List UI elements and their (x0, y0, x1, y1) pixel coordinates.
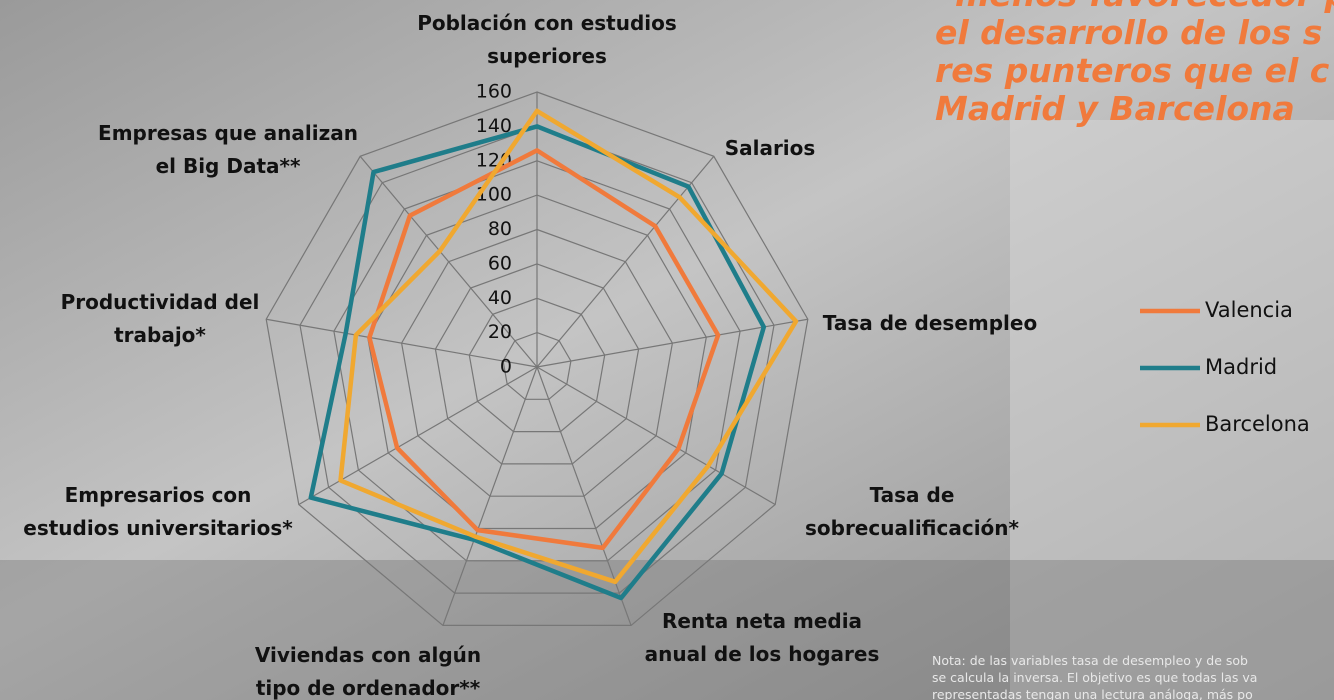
y-tick-label: 0 (500, 356, 512, 378)
note: Nota: de las variables tasa de desempleo… (932, 653, 1248, 668)
axis-label: Salarios (725, 136, 816, 160)
axis-label: Renta neta media (662, 609, 862, 633)
y-tick-label: 80 (488, 218, 512, 240)
y-tick-label: 40 (488, 287, 512, 309)
legend-label: Valencia (1205, 298, 1293, 322)
axis-label: sobrecualificación* (805, 516, 1020, 540)
y-tick-label: 160 (476, 81, 512, 103)
note: representadas tengan una lectura análoga… (932, 687, 1253, 700)
headline: el desarrollo de los s (935, 13, 1322, 52)
axis-label: Tasa de desempleo (823, 311, 1037, 335)
y-tick-label: 60 (488, 252, 512, 274)
axis-label: el Big Data** (156, 154, 301, 178)
axis-label: superiores (487, 44, 607, 68)
note: se calcula la inversa. El objetivo es qu… (932, 670, 1257, 685)
y-tick-label: 20 (488, 321, 512, 343)
axis-label: Población con estudios (417, 11, 677, 35)
headline: Madrid y Barcelona (935, 89, 1295, 128)
headline: menos favorecedor p (955, 0, 1334, 14)
headline: res punteros que el c (935, 51, 1330, 90)
axis-label: tipo de ordenador** (256, 676, 481, 700)
axis-label: trabajo* (114, 323, 206, 347)
chart: 020406080100120140160Población con estud… (0, 0, 1334, 700)
axis-label: Empresarios con (65, 483, 252, 507)
legend-label: Barcelona (1205, 412, 1310, 436)
axis-label: estudios universitarios* (23, 516, 293, 540)
axis-label: anual de los hogares (645, 642, 880, 666)
axis-label: Productividad del (61, 290, 260, 314)
axis-label: Viviendas con algún (255, 643, 481, 667)
axis-label: Tasa de (870, 483, 955, 507)
legend-label: Madrid (1205, 355, 1277, 379)
axis-label: Empresas que analizan (98, 121, 358, 145)
